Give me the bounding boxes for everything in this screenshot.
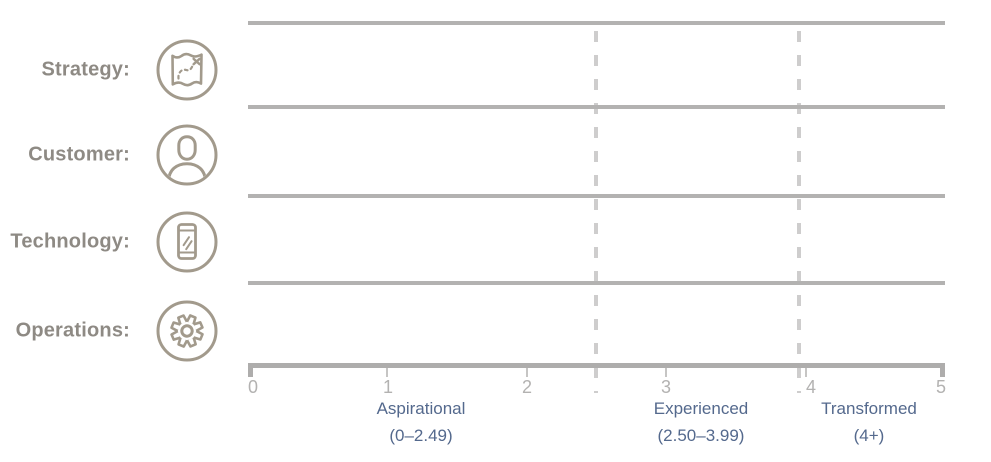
axis-tick-label: 0	[247, 377, 258, 397]
row-label-text: Customer:	[28, 143, 130, 166]
axis-end-cap-left	[248, 363, 253, 377]
user-icon	[155, 123, 219, 187]
row-label-technology: Technology:	[0, 231, 130, 254]
axis-tick-3	[665, 368, 667, 377]
row-separator-line	[248, 194, 945, 198]
axis-tick-label: 1	[382, 377, 393, 397]
row-separator-line	[248, 21, 945, 25]
zone-name-text: Experienced	[653, 399, 749, 418]
zone-range-text: (4+)	[853, 426, 885, 445]
zone-name-text: Aspirational	[376, 399, 466, 418]
phone-icon	[155, 210, 219, 274]
axis-tick-4	[805, 368, 807, 377]
zone-label-transformed: Transformed	[769, 399, 969, 419]
map-icon	[155, 38, 219, 102]
axis-tick-1	[386, 368, 388, 377]
axis-end-cap-right	[940, 363, 945, 377]
row-separator-line	[248, 281, 945, 285]
row-label-strategy: Strategy:	[0, 59, 130, 82]
zone-label-aspirational: Aspirational	[321, 399, 521, 419]
row-label-text: Operations:	[15, 319, 130, 342]
x-axis-line	[248, 363, 945, 368]
zone-range-text: (2.50–3.99)	[657, 426, 745, 445]
gear-icon	[155, 299, 219, 363]
zone-range-transformed: (4+)	[769, 426, 969, 446]
row-label-text: Strategy:	[41, 58, 130, 81]
zone-name-text: Transformed	[821, 399, 917, 418]
axis-tick-label: 4	[805, 377, 816, 397]
axis-tick-label: 5	[935, 377, 946, 397]
row-separator-line	[248, 105, 945, 109]
row-label-text: Technology:	[10, 230, 130, 253]
axis-tick-2	[526, 368, 528, 377]
zone-range-aspirational: (0–2.49)	[321, 426, 521, 446]
zone-boundary-line-2-5	[594, 31, 598, 393]
zone-range-experienced: (2.50–3.99)	[601, 426, 801, 446]
axis-tick-label: 3	[660, 377, 671, 397]
row-label-customer: Customer:	[0, 144, 130, 167]
axis-tick-label: 2	[521, 377, 532, 397]
zone-boundary-line-3-99	[797, 31, 801, 393]
row-label-operations: Operations:	[0, 320, 130, 343]
zone-range-text: (0–2.49)	[389, 426, 453, 445]
zone-label-experienced: Experienced	[601, 399, 801, 419]
